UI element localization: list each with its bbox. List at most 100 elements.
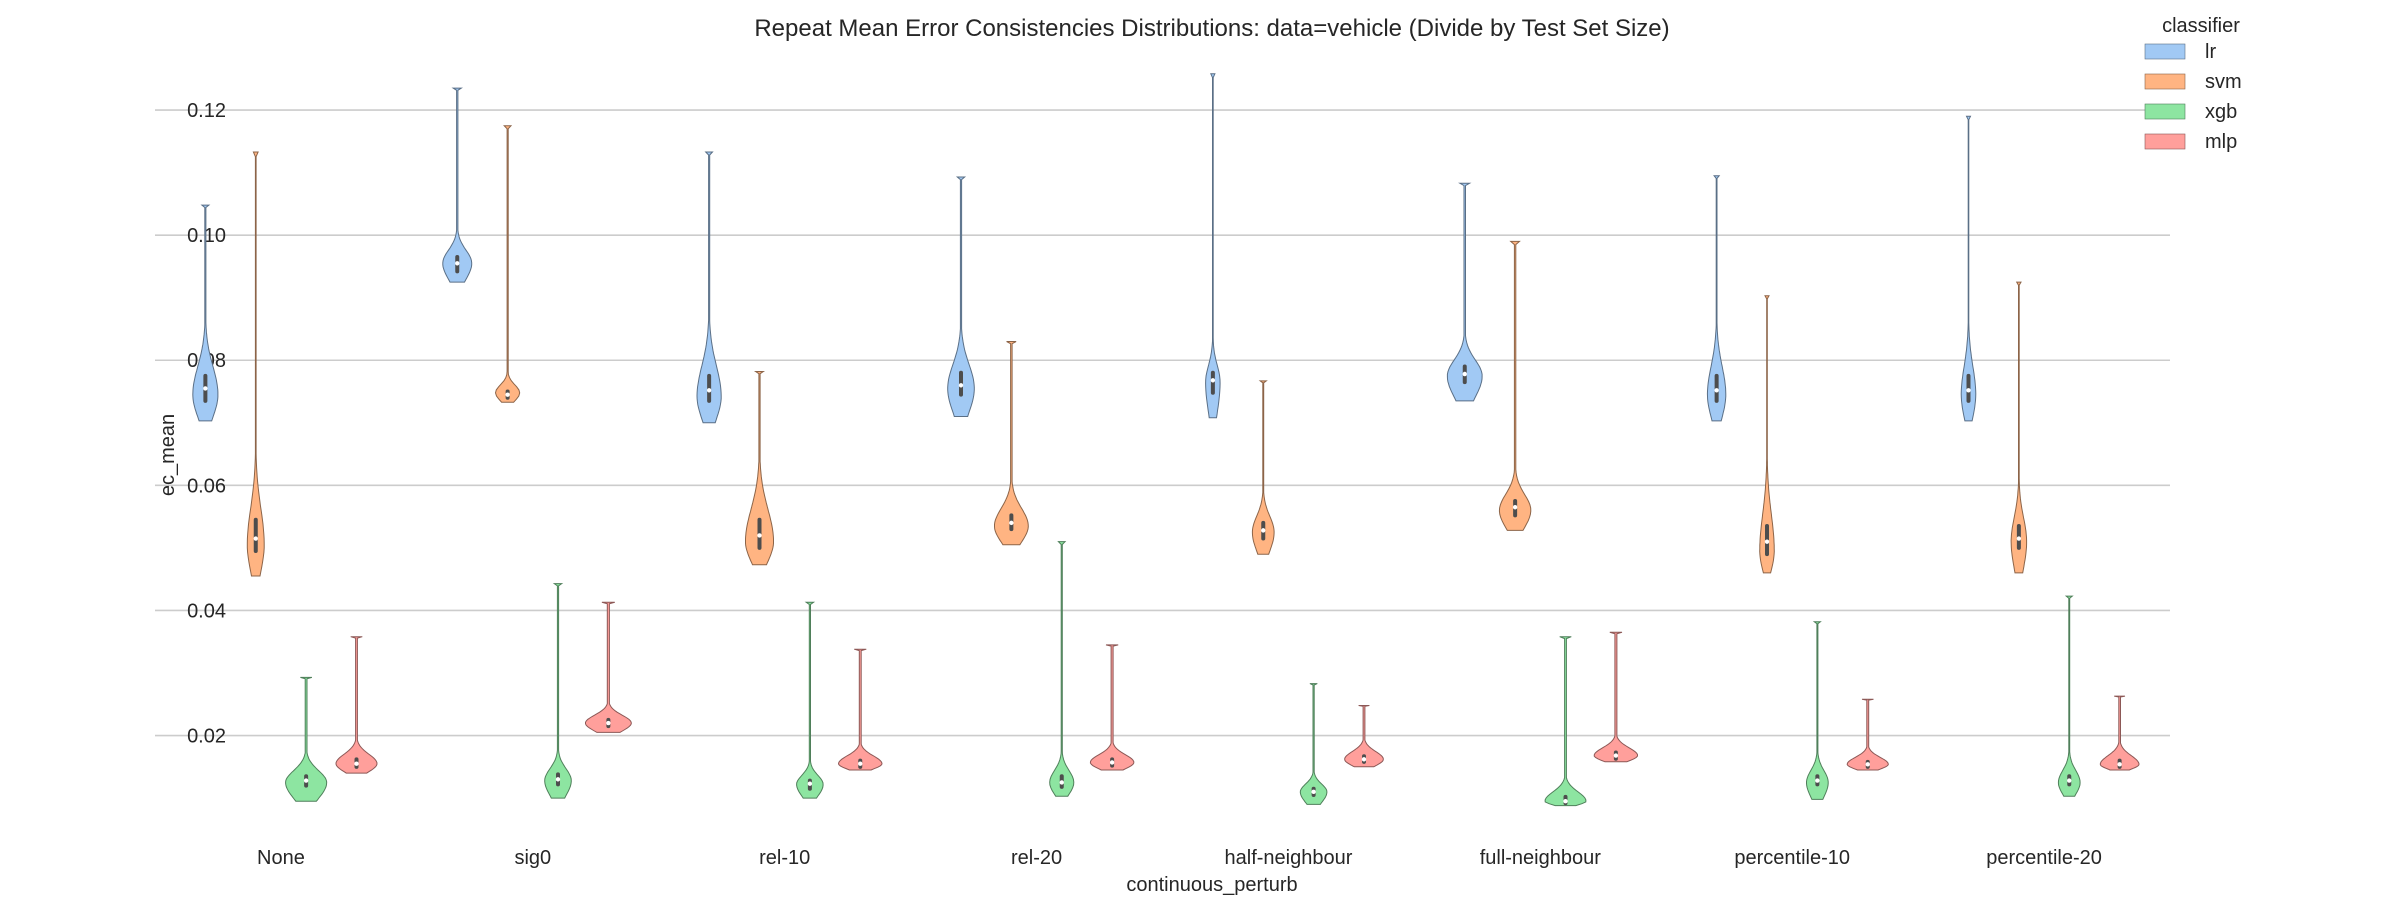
- median-marker: [757, 533, 762, 538]
- y-tick-label: 0.06: [187, 475, 226, 497]
- median-marker: [1261, 528, 1266, 533]
- median-marker: [1563, 799, 1568, 804]
- legend-swatch-svm: [2144, 73, 2186, 90]
- y-tick-label: 0.02: [187, 726, 226, 748]
- violin-mlp: [1344, 705, 1384, 768]
- violin-body: [335, 636, 378, 774]
- violin-body: [1344, 705, 1384, 768]
- y-tick-label: 0.10: [187, 225, 226, 247]
- median-marker: [1210, 378, 1216, 383]
- median-marker: [1512, 505, 1518, 510]
- legend-swatch-mlp: [2144, 133, 2186, 150]
- violin-body: [1593, 631, 1638, 763]
- violin-xgb: [1544, 636, 1587, 807]
- legend-swatch-lr: [2144, 43, 2186, 60]
- x-tick-label: None: [257, 847, 305, 869]
- y-tick-label: 0.12: [187, 100, 226, 122]
- violin-mlp: [585, 601, 632, 733]
- median-marker: [253, 536, 258, 541]
- legend-label-svm: svm: [2205, 71, 2242, 93]
- median-marker: [858, 761, 863, 766]
- median-marker: [958, 383, 964, 388]
- y-tick-labels: 0.020.040.060.080.100.12: [187, 100, 226, 748]
- violin-body: [837, 648, 883, 771]
- violin-lr: [947, 176, 975, 417]
- median-marker: [1311, 789, 1316, 795]
- median-marker: [706, 388, 712, 393]
- violin-body: [1089, 644, 1135, 771]
- violin-mlp: [1089, 644, 1135, 771]
- x-axis-label: continuous_perturb: [1126, 874, 1297, 896]
- violin-mlp: [2099, 695, 2140, 771]
- violin-svm: [994, 341, 1029, 546]
- median-marker: [1966, 388, 1971, 393]
- x-tick-label: sig0: [514, 847, 551, 869]
- violin-svm: [1759, 295, 1775, 574]
- violin-body: [585, 601, 632, 733]
- violin-xgb: [285, 676, 328, 802]
- violin-mlp: [1593, 631, 1638, 763]
- median-marker: [606, 720, 611, 726]
- violin-svm: [2010, 281, 2028, 574]
- median-marker: [303, 778, 309, 783]
- x-tick-label: rel-20: [1011, 847, 1062, 869]
- x-tick-label: percentile-10: [1734, 847, 1850, 869]
- violin-lr: [1446, 182, 1483, 402]
- gridlines: [155, 109, 2170, 737]
- median-marker: [1714, 388, 1719, 393]
- violin-body: [796, 601, 824, 799]
- x-tick-label: rel-10: [759, 847, 810, 869]
- violin-body: [285, 676, 328, 802]
- violin-xgb: [796, 601, 824, 799]
- violin-body: [2099, 695, 2140, 771]
- legend-label-xgb: xgb: [2205, 101, 2237, 123]
- violin-mlp: [335, 636, 378, 774]
- median-marker: [203, 386, 208, 391]
- violin-svm: [1251, 380, 1275, 555]
- violin-lr: [192, 204, 219, 422]
- x-tick-labels: None sig0 rel-10 rel-20 half-neighbour full-n…: [257, 847, 2102, 869]
- violin-body: [1846, 698, 1889, 771]
- median-marker: [555, 777, 561, 782]
- violin-xgb: [2057, 595, 2081, 797]
- median-marker: [1009, 520, 1014, 526]
- median-marker: [505, 392, 510, 397]
- median-marker: [2067, 778, 2072, 783]
- legend-swatch-xgb: [2144, 103, 2186, 120]
- median-marker: [1613, 753, 1619, 758]
- median-marker: [1109, 760, 1115, 765]
- median-marker: [807, 781, 813, 786]
- violin-xgb: [1299, 683, 1328, 805]
- chart-title: Repeat Mean Error Consistencies Distribu…: [754, 15, 1669, 42]
- violin-body: [494, 125, 521, 403]
- violin-body: [1299, 683, 1328, 805]
- median-marker: [1764, 539, 1770, 544]
- violin-svm: [1498, 240, 1532, 531]
- violin-body: [1960, 115, 1977, 422]
- violin-mlp: [837, 648, 883, 771]
- violin-xgb: [1806, 621, 1829, 800]
- violin-body: [745, 371, 774, 566]
- violin-body: [1251, 380, 1275, 555]
- violin-body: [1446, 182, 1483, 402]
- median-marker: [1361, 757, 1367, 762]
- x-tick-label: half-neighbour: [1225, 847, 1353, 869]
- violin-lr: [1205, 73, 1221, 419]
- median-marker: [2016, 536, 2022, 541]
- violin-body: [1049, 541, 1075, 797]
- y-axis-label: ec_mean: [157, 414, 179, 496]
- violin-xgb: [1049, 541, 1075, 797]
- violin-body: [1759, 295, 1775, 574]
- violin-body: [246, 151, 265, 577]
- violin-body: [1706, 175, 1727, 422]
- median-marker: [354, 761, 359, 766]
- violins: [192, 73, 2140, 807]
- violin-svm: [745, 371, 774, 566]
- violin-body: [947, 176, 975, 417]
- violin-body: [2010, 281, 2028, 574]
- legend-label-mlp: mlp: [2205, 131, 2237, 153]
- legend-title: classifier: [2162, 15, 2240, 37]
- y-tick-label: 0.04: [187, 600, 226, 622]
- violin-svm: [494, 125, 521, 403]
